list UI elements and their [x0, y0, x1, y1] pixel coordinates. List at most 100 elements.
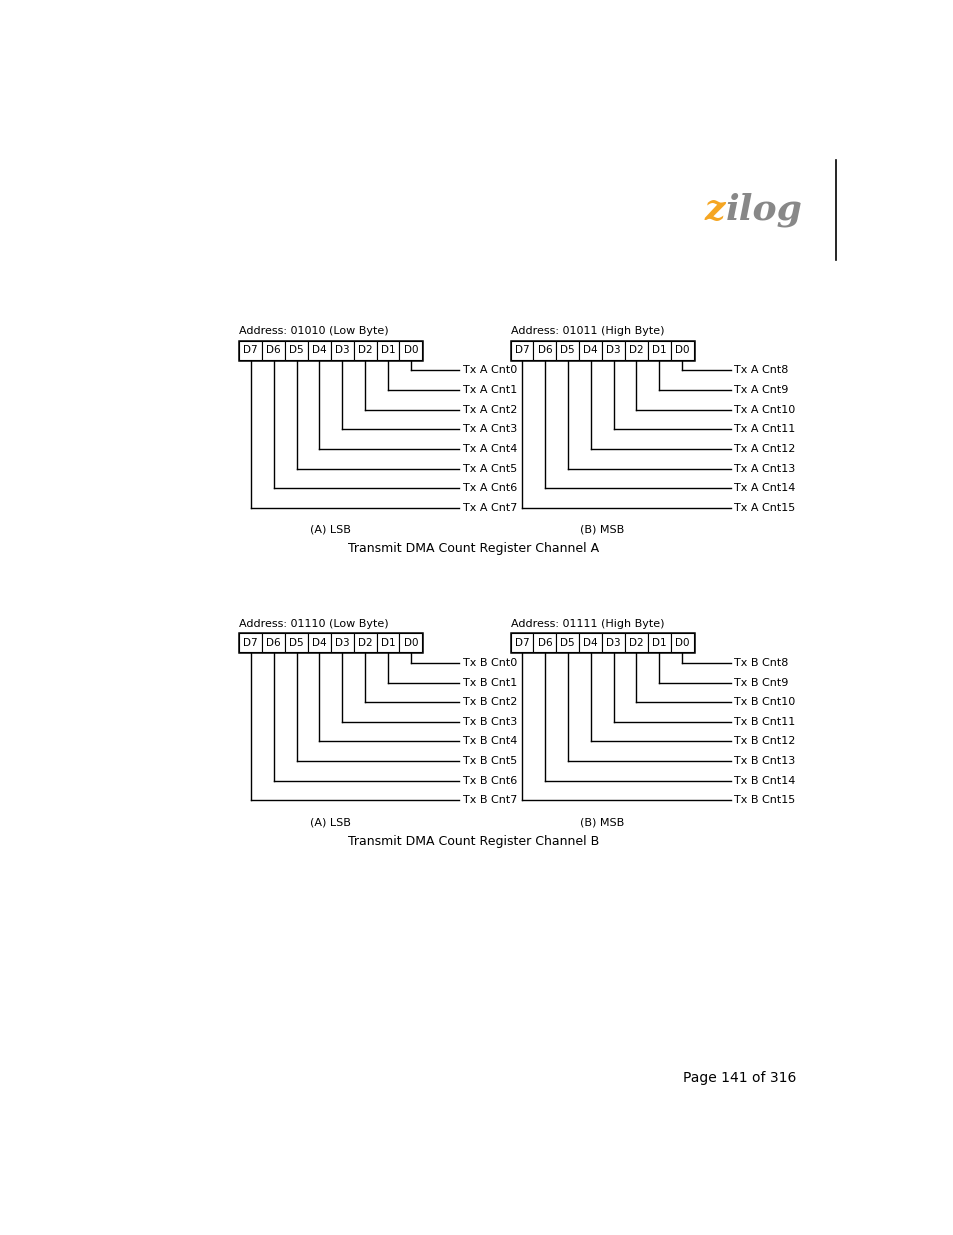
Bar: [533, 634, 556, 652]
Text: D2: D2: [628, 345, 643, 356]
Bar: [285, 341, 308, 359]
Text: Tx B Cnt7: Tx B Cnt7: [462, 795, 517, 805]
Text: Tx B Cnt10: Tx B Cnt10: [733, 698, 794, 708]
Text: Tx A Cnt8: Tx A Cnt8: [733, 366, 787, 375]
Bar: [578, 341, 601, 359]
Bar: [533, 341, 556, 359]
Text: (A) LSB: (A) LSB: [310, 525, 351, 535]
Text: Tx A Cnt4: Tx A Cnt4: [462, 443, 517, 454]
Bar: [239, 341, 262, 359]
Text: Tx B Cnt12: Tx B Cnt12: [733, 736, 795, 746]
Bar: [262, 341, 285, 359]
Text: ilog: ilog: [725, 193, 802, 227]
Text: Tx A Cnt15: Tx A Cnt15: [733, 503, 794, 513]
Text: D4: D4: [312, 637, 326, 647]
Bar: [285, 634, 308, 652]
Text: D5: D5: [559, 345, 575, 356]
Text: Tx A Cnt0: Tx A Cnt0: [462, 366, 517, 375]
Text: D3: D3: [335, 345, 349, 356]
Text: D1: D1: [651, 345, 666, 356]
Text: D6: D6: [537, 637, 552, 647]
Bar: [510, 634, 693, 652]
Text: D5: D5: [289, 345, 303, 356]
Text: D1: D1: [380, 345, 395, 356]
Text: Tx B Cnt5: Tx B Cnt5: [462, 756, 517, 766]
Text: Tx B Cnt3: Tx B Cnt3: [462, 716, 517, 727]
Bar: [354, 634, 376, 652]
Bar: [331, 341, 354, 359]
Text: D3: D3: [605, 345, 620, 356]
Bar: [510, 634, 533, 652]
Text: D0: D0: [674, 637, 689, 647]
Text: Tx B Cnt2: Tx B Cnt2: [462, 698, 517, 708]
Text: z: z: [703, 193, 724, 227]
Text: Tx A Cnt11: Tx A Cnt11: [733, 425, 794, 435]
Text: D5: D5: [289, 637, 303, 647]
Text: Tx A Cnt12: Tx A Cnt12: [733, 443, 795, 454]
Text: D6: D6: [266, 637, 281, 647]
Text: Tx A Cnt9: Tx A Cnt9: [733, 385, 787, 395]
Bar: [239, 341, 422, 359]
Text: D2: D2: [357, 637, 372, 647]
Text: D6: D6: [537, 345, 552, 356]
Text: Page 141 of 316: Page 141 of 316: [681, 1071, 795, 1084]
Text: D4: D4: [582, 637, 598, 647]
Text: Tx B Cnt15: Tx B Cnt15: [733, 795, 794, 805]
Text: Tx B Cnt0: Tx B Cnt0: [462, 658, 517, 668]
Text: Tx A Cnt3: Tx A Cnt3: [462, 425, 517, 435]
Bar: [556, 341, 578, 359]
Text: (B) MSB: (B) MSB: [579, 818, 623, 827]
Bar: [308, 634, 331, 652]
Text: Address: 01111 (High Byte): Address: 01111 (High Byte): [510, 619, 663, 629]
Text: Tx A Cnt13: Tx A Cnt13: [733, 463, 794, 473]
Bar: [376, 634, 399, 652]
Text: (B) MSB: (B) MSB: [579, 525, 623, 535]
Text: Tx A Cnt10: Tx A Cnt10: [733, 405, 794, 415]
Bar: [354, 341, 376, 359]
Text: D4: D4: [312, 345, 326, 356]
Text: D5: D5: [559, 637, 575, 647]
Text: D0: D0: [403, 637, 417, 647]
Bar: [578, 634, 601, 652]
Text: Tx A Cnt14: Tx A Cnt14: [733, 483, 795, 493]
Text: Tx A Cnt2: Tx A Cnt2: [462, 405, 517, 415]
Bar: [670, 341, 693, 359]
Text: Tx B Cnt1: Tx B Cnt1: [462, 678, 517, 688]
Bar: [556, 634, 578, 652]
Bar: [239, 634, 262, 652]
Text: D0: D0: [403, 345, 417, 356]
Text: Address: 01010 (Low Byte): Address: 01010 (Low Byte): [239, 326, 389, 336]
Text: D4: D4: [582, 345, 598, 356]
Text: D3: D3: [335, 637, 349, 647]
Text: Transmit DMA Count Register Channel A: Transmit DMA Count Register Channel A: [348, 542, 598, 556]
Bar: [624, 341, 647, 359]
Text: Tx A Cnt6: Tx A Cnt6: [462, 483, 517, 493]
Bar: [308, 341, 331, 359]
Bar: [510, 341, 533, 359]
Bar: [376, 341, 399, 359]
Text: Tx B Cnt11: Tx B Cnt11: [733, 716, 794, 727]
Text: D7: D7: [515, 637, 529, 647]
Bar: [670, 634, 693, 652]
Text: D2: D2: [357, 345, 372, 356]
Bar: [331, 634, 354, 652]
Bar: [647, 634, 670, 652]
Text: D3: D3: [605, 637, 620, 647]
Bar: [624, 634, 647, 652]
Text: D1: D1: [380, 637, 395, 647]
Text: Tx B Cnt8: Tx B Cnt8: [733, 658, 787, 668]
Text: D7: D7: [243, 637, 258, 647]
Text: Transmit DMA Count Register Channel B: Transmit DMA Count Register Channel B: [348, 835, 598, 848]
Text: (A) LSB: (A) LSB: [310, 818, 351, 827]
Text: D6: D6: [266, 345, 281, 356]
Text: Tx B Cnt6: Tx B Cnt6: [462, 776, 517, 785]
Text: D0: D0: [674, 345, 689, 356]
Text: Address: 01011 (High Byte): Address: 01011 (High Byte): [510, 326, 663, 336]
Text: D7: D7: [243, 345, 258, 356]
Text: Tx A Cnt5: Tx A Cnt5: [462, 463, 517, 473]
Text: Tx A Cnt7: Tx A Cnt7: [462, 503, 517, 513]
Bar: [399, 341, 422, 359]
Text: Tx B Cnt4: Tx B Cnt4: [462, 736, 517, 746]
Bar: [510, 341, 693, 359]
Bar: [399, 634, 422, 652]
